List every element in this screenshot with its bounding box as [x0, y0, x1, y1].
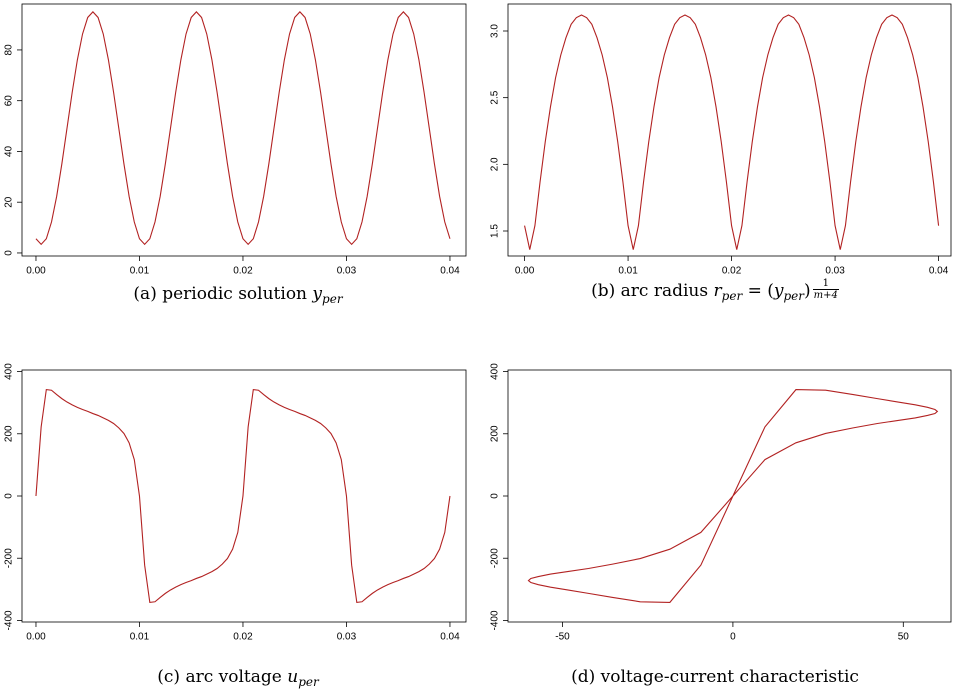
x-tick-label: 0.03: [337, 266, 357, 277]
caption-text: y: [312, 284, 323, 304]
fraction: 1 m+4: [812, 278, 839, 301]
x-tick-label: 0.00: [515, 266, 535, 277]
y-tick-label: 40: [4, 145, 15, 157]
x-tick-label: 0: [730, 632, 736, 643]
x-tick-label: 0.01: [618, 266, 638, 277]
x-tick-label: 0.00: [26, 632, 46, 643]
chart-panel: 0.00 0.01 0.02 0.03 0.04 1.5 2.0 2.5 3.0: [490, 3, 952, 277]
y-tick-label: 0: [4, 493, 15, 499]
caption-text: per: [298, 675, 319, 689]
x-tick-label: 50: [898, 632, 910, 643]
caption-text: per: [783, 289, 805, 303]
x-tick-label: 0.03: [337, 632, 357, 643]
x-tick-label: 0.04: [440, 632, 460, 643]
plot-frame: [21, 369, 467, 623]
x-tick-label: 0.03: [825, 266, 845, 277]
caption: (c) arc voltage uper: [0, 667, 476, 689]
caption-text: y: [773, 281, 784, 301]
data-line: [35, 388, 451, 604]
caption-text: (a) periodic solution: [133, 284, 313, 304]
x-tick-label: 0.02: [722, 266, 742, 277]
caption: (d) voltage-current characteristic: [477, 667, 953, 687]
y-tick-label: 200: [4, 425, 15, 442]
x-tick-label: 0.04: [929, 266, 949, 277]
x-tick-label: 0.04: [440, 266, 460, 277]
chart-panel: 0.00 0.01 0.02 0.03 0.04 400 200 0 -200 -400: [4, 363, 467, 643]
y-tick-label: 60: [4, 95, 15, 107]
x-tick-label: -50: [555, 632, 570, 643]
caption-den: m+4: [812, 289, 839, 301]
chart-panel: 0.00 0.01 0.02 0.03 0.04 0 20 40 60 80: [4, 3, 467, 277]
y-tick-label: 1.5: [490, 224, 501, 238]
caption-text: (d) voltage-current characteristic: [571, 667, 859, 687]
y-tick-label: 400: [4, 363, 15, 380]
caption-text: r: [713, 281, 722, 301]
x-tick-label: 0.02: [233, 266, 253, 277]
data-line: [527, 389, 939, 603]
plot-frame: [507, 369, 952, 623]
x-tick-label: 0.02: [233, 632, 253, 643]
y-tick-label: -200: [490, 548, 501, 568]
y-tick-label: -200: [4, 548, 15, 568]
data-line: [35, 11, 451, 246]
y-tick-label: 3.0: [490, 24, 501, 38]
data-line: [524, 14, 940, 250]
y-tick-label: 200: [490, 425, 501, 442]
y-tick-label: 400: [490, 363, 501, 380]
caption-num: 1: [822, 278, 829, 289]
y-tick-label: 0: [490, 493, 501, 499]
y-tick-label: 0: [4, 250, 15, 256]
caption-text: ): [804, 281, 811, 301]
y-tick-label: 80: [4, 44, 15, 56]
caption-text: (c) arc voltage: [157, 667, 288, 687]
y-tick-label: 2.0: [490, 157, 501, 171]
caption-text: u: [287, 667, 299, 687]
x-tick-label: 0.01: [130, 632, 150, 643]
caption: (b) arc radius rper = (yper) 1 m+4: [477, 278, 953, 303]
plot-frame: [21, 3, 467, 257]
y-tick-label: 2.5: [490, 90, 501, 104]
caption: (a) periodic solution yper: [0, 284, 476, 306]
y-tick-label: -400: [4, 610, 15, 630]
y-tick-label: 20: [4, 196, 15, 208]
x-tick-label: 0.01: [130, 266, 150, 277]
plot-frame: [507, 3, 952, 257]
caption-text: per: [721, 289, 743, 303]
caption-text: (b) arc radius: [591, 281, 714, 301]
caption-text: = (: [742, 281, 774, 301]
caption-text: per: [322, 292, 343, 306]
chart-panel: -50 0 50 400 200 0 -200 -400: [490, 363, 952, 643]
x-tick-label: 0.00: [26, 266, 46, 277]
y-tick-label: -400: [490, 610, 501, 630]
